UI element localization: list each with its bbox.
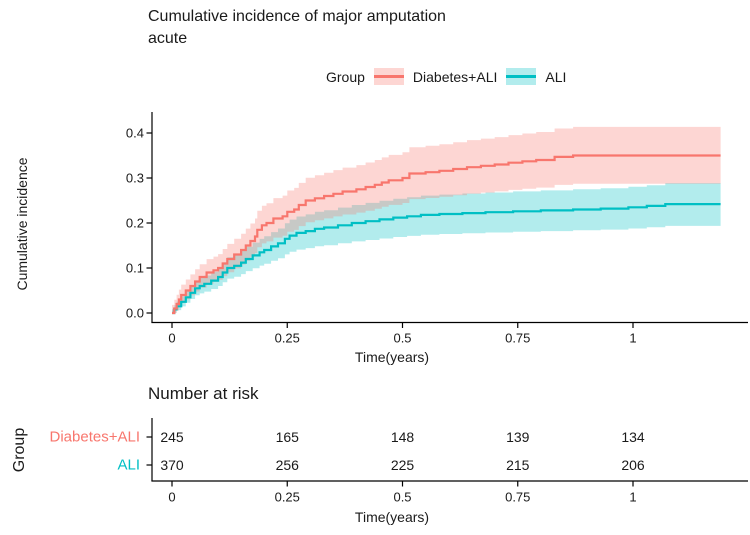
- chart-title-line1: Cumulative incidence of major amputation: [148, 8, 446, 25]
- curve-diabetes-ali: [172, 154, 721, 315]
- y-tick-label: 0.1: [125, 260, 144, 276]
- legend-key-line-ali: [506, 75, 537, 78]
- risk-count: 215: [506, 457, 530, 473]
- legend-key-line-diabetes-ali: [373, 75, 404, 78]
- risk-table-title: Number at risk: [148, 384, 259, 403]
- chart-title: Cumulative incidence of major amputation…: [148, 6, 446, 50]
- legend-label-diabetes-ali: Diabetes+ALI: [412, 68, 498, 85]
- chart-title-line2: acute: [148, 30, 188, 47]
- risk-count: 370: [160, 457, 184, 473]
- legend-label-ali: ALI: [545, 68, 567, 85]
- risk-table-group-axis-title: Group: [11, 427, 28, 473]
- y-tick-label: 0.3: [125, 170, 144, 186]
- risk-row-label-ali: ALI: [117, 456, 140, 474]
- risk-table-x-tick-label: 1: [629, 489, 637, 505]
- x-tick-label: 0.75: [505, 330, 531, 346]
- y-tick-label: 0.0: [125, 305, 144, 321]
- curve-ali: [172, 203, 721, 315]
- legend-key-ali: [506, 68, 537, 85]
- risk-table-x-tick-label: 0.5: [393, 489, 412, 505]
- incidence-curves: [172, 154, 721, 315]
- legend: Group Diabetes+ALI ALI: [326, 68, 566, 85]
- x-tick-label: 0.5: [393, 330, 412, 346]
- risk-table-x-axis-title: Time(years): [354, 509, 430, 525]
- risk-count: 134: [621, 429, 645, 445]
- y-tick-label: 0.2: [125, 215, 144, 231]
- risk-count: 148: [390, 429, 415, 445]
- risk-count: 245: [160, 429, 184, 445]
- y-tick-label: 0.4: [125, 125, 144, 141]
- risk-count: 139: [506, 429, 530, 445]
- risk-count: 165: [275, 429, 299, 445]
- risk-count: 225: [390, 457, 415, 473]
- risk-count: 206: [621, 457, 645, 473]
- x-tick-label: 0: [168, 330, 176, 346]
- legend-key-diabetes-ali: [373, 68, 404, 85]
- axes: [151, 112, 748, 482]
- confidence-bands: [172, 126, 721, 314]
- axis-ticks: [146, 132, 634, 487]
- y-axis-title: Cumulative incidence: [14, 157, 30, 291]
- risk-table-x-tick-label: 0.75: [505, 489, 531, 505]
- ci-band-ali: [172, 183, 721, 313]
- risk-row-label-diabetes-ali: Diabetes+ALI: [49, 428, 140, 446]
- ci-band-diabetes-ali: [172, 126, 721, 314]
- risk-table-x-tick-label: 0: [168, 489, 176, 505]
- x-tick-label: 1: [629, 330, 637, 346]
- x-tick-label: 0.25: [274, 330, 300, 346]
- legend-title: Group: [326, 68, 365, 85]
- x-axis-title: Time(years): [354, 349, 430, 365]
- risk-count: 256: [275, 457, 299, 473]
- risk-table-x-tick-label: 0.25: [274, 489, 300, 505]
